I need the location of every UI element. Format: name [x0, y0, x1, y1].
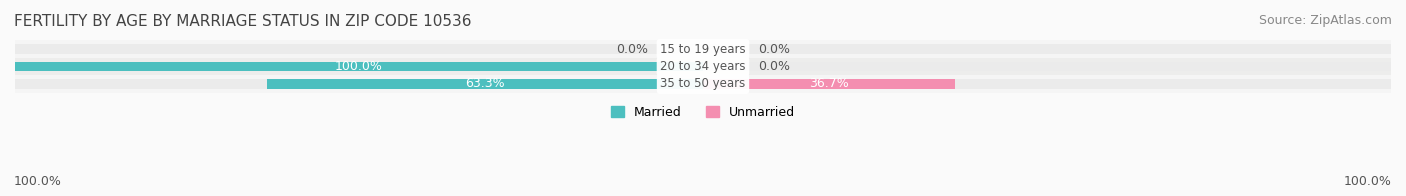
Text: Source: ZipAtlas.com: Source: ZipAtlas.com — [1258, 14, 1392, 27]
Text: 36.7%: 36.7% — [810, 77, 849, 91]
Bar — [15, 62, 1391, 71]
Bar — [15, 40, 1391, 58]
Text: 0.0%: 0.0% — [758, 60, 790, 73]
Text: 63.3%: 63.3% — [465, 77, 505, 91]
Text: 0.0%: 0.0% — [758, 43, 790, 55]
Text: 20 to 34 years: 20 to 34 years — [661, 60, 745, 73]
Bar — [15, 62, 703, 71]
Text: 100.0%: 100.0% — [1344, 175, 1392, 188]
Bar — [15, 79, 1391, 89]
Bar — [15, 44, 1391, 54]
Text: 15 to 19 years: 15 to 19 years — [661, 43, 745, 55]
Bar — [15, 58, 1391, 75]
Text: 100.0%: 100.0% — [335, 60, 382, 73]
Text: 100.0%: 100.0% — [14, 175, 62, 188]
Text: 0.0%: 0.0% — [616, 43, 648, 55]
Bar — [703, 79, 956, 89]
Legend: Married, Unmarried: Married, Unmarried — [612, 106, 794, 119]
Bar — [267, 79, 703, 89]
Text: 35 to 50 years: 35 to 50 years — [661, 77, 745, 91]
Bar — [15, 75, 1391, 93]
Text: FERTILITY BY AGE BY MARRIAGE STATUS IN ZIP CODE 10536: FERTILITY BY AGE BY MARRIAGE STATUS IN Z… — [14, 14, 471, 29]
